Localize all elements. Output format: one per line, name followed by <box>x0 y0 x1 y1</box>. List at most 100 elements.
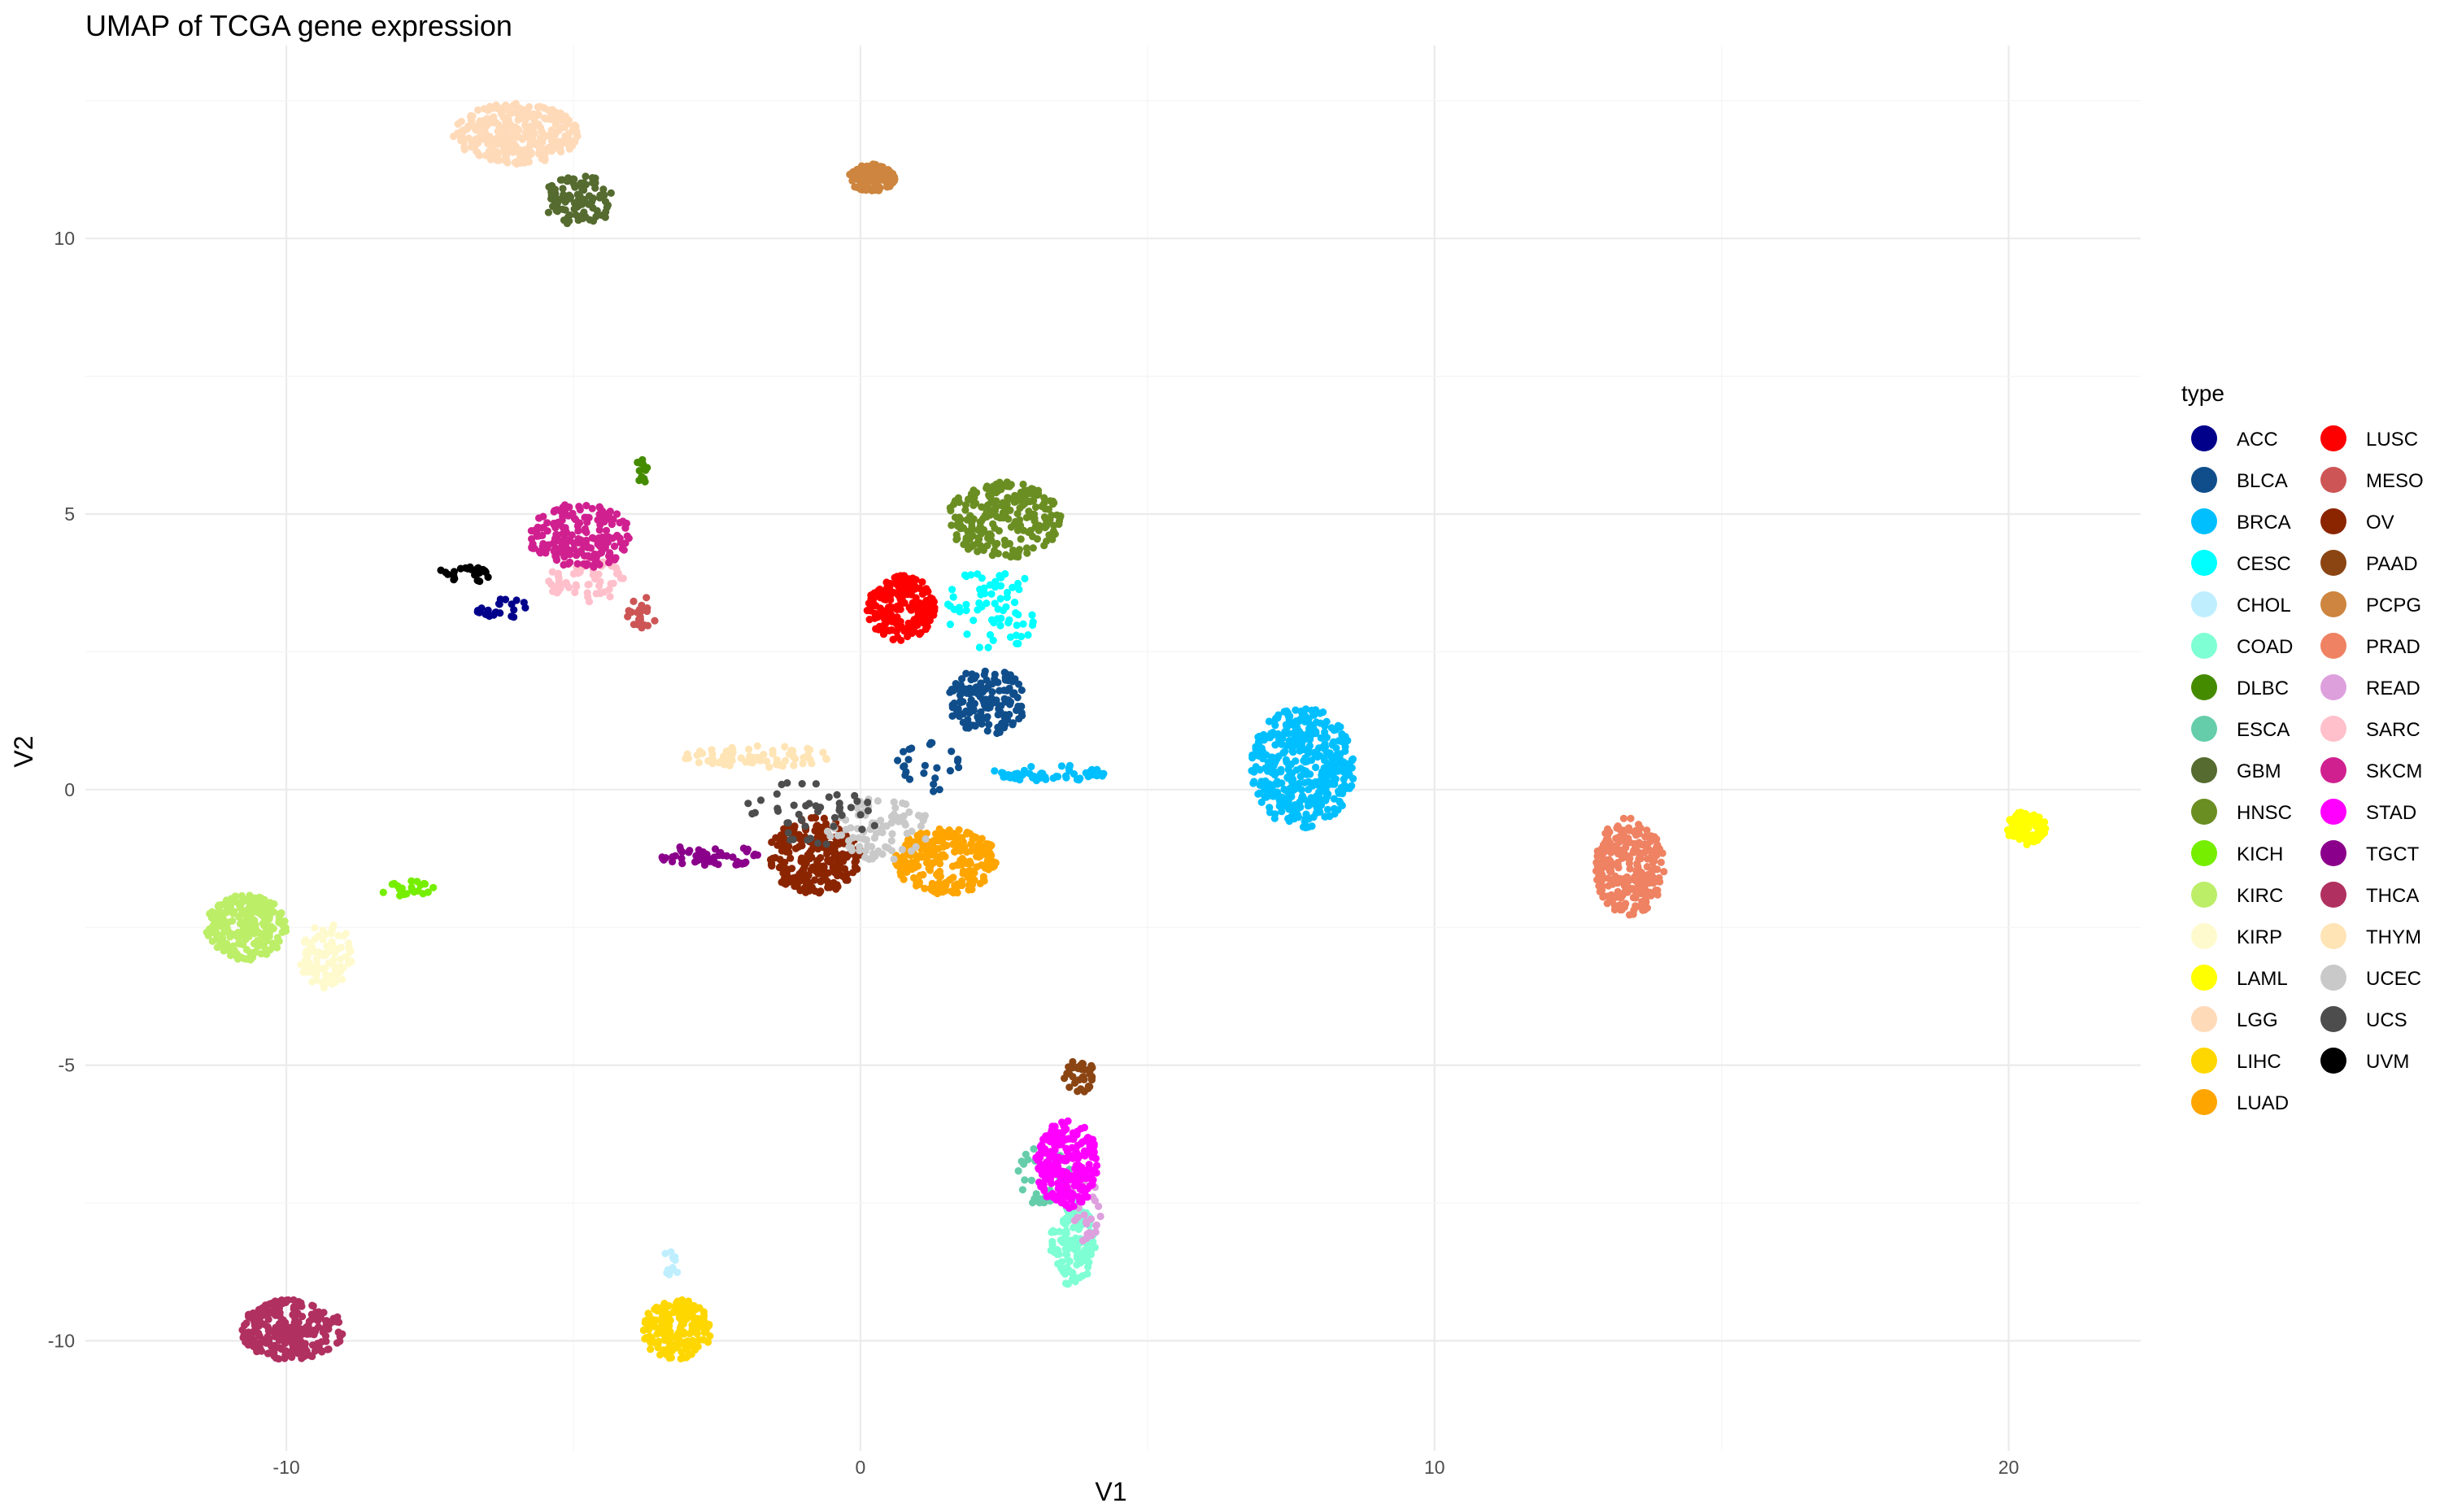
point-brca <box>1283 773 1292 782</box>
series-dlbc <box>634 455 651 486</box>
point-ov <box>851 863 860 871</box>
point-luad <box>908 863 917 871</box>
point-esca <box>1024 1156 1032 1164</box>
point-prad <box>1654 843 1662 852</box>
point-kirc <box>229 897 237 905</box>
point-hnsc <box>1000 514 1008 522</box>
point-luad <box>903 868 911 876</box>
point-cesc <box>969 617 978 625</box>
point-brca <box>1000 773 1008 782</box>
point-ov <box>797 868 805 876</box>
point-acc <box>484 606 492 615</box>
point-ov <box>791 882 799 891</box>
point-pcpg <box>862 186 870 194</box>
point-hnsc <box>1052 511 1061 519</box>
point-prad <box>1616 833 1624 842</box>
point-prad <box>1622 900 1630 908</box>
point-brca <box>1309 795 1318 804</box>
point-brca <box>1062 773 1070 782</box>
point-sarc <box>612 564 620 572</box>
point-ov <box>779 869 787 877</box>
point-kirp <box>302 963 310 971</box>
point-meso <box>630 597 638 606</box>
point-kirc <box>260 908 268 916</box>
point-prad <box>1645 888 1654 896</box>
point-thym <box>760 751 768 759</box>
point-kich <box>400 891 408 899</box>
point-brca <box>1305 778 1313 787</box>
point-blca <box>994 678 1002 686</box>
point-thym <box>717 757 725 765</box>
legend-item-kirp: KIRP <box>2191 923 2282 949</box>
point-kirp <box>322 971 330 979</box>
point-ucs <box>790 801 798 809</box>
point-hnsc <box>1026 529 1034 537</box>
legend-label-ucec: UCEC <box>2366 968 2421 990</box>
point-prad <box>1624 834 1632 843</box>
point-hnsc <box>1027 497 1035 505</box>
point-ucec <box>891 804 900 812</box>
point-lihc <box>671 1342 679 1350</box>
legend-key-blca <box>2191 467 2217 493</box>
point-blca <box>1009 719 1017 727</box>
legend: type ACCBLCABRCACESCCHOLCOADDLBCESCAGBMH… <box>2181 381 2424 1115</box>
legend-label-esca: ESCA <box>2237 719 2290 741</box>
point-gbm <box>602 207 610 216</box>
point-ucec <box>874 797 882 805</box>
y-tick-label: 5 <box>64 503 75 525</box>
point-prad <box>1596 872 1604 881</box>
point-acc <box>510 606 518 614</box>
point-thym <box>790 761 798 769</box>
point-stad <box>1081 1152 1089 1160</box>
point-thym <box>728 746 737 754</box>
point-cesc <box>996 595 1004 603</box>
point-skcm <box>560 560 568 569</box>
point-brca <box>1305 742 1314 750</box>
legend-label-kirp: KIRP <box>2237 926 2282 948</box>
point-lusc <box>875 622 884 630</box>
point-kirc <box>250 939 258 948</box>
point-brca <box>1305 814 1314 823</box>
point-skcm <box>596 521 604 529</box>
point-lusc <box>880 595 888 603</box>
point-cesc <box>948 586 956 594</box>
point-kirc <box>245 905 253 913</box>
point-ucs <box>802 802 810 810</box>
point-skcm <box>533 532 542 540</box>
point-kirp <box>315 932 323 940</box>
legend-item-lihc: LIHC <box>2191 1048 2281 1074</box>
point-blca <box>930 780 938 788</box>
point-brca <box>1341 743 1349 751</box>
point-ucs <box>858 826 866 834</box>
point-brca <box>1291 801 1299 809</box>
point-lihc <box>683 1352 692 1360</box>
point-gbm <box>579 215 587 223</box>
point-prad <box>1660 868 1668 876</box>
point-brca <box>1342 765 1350 774</box>
point-ucs <box>870 821 878 830</box>
point-hnsc <box>998 502 1006 510</box>
legend-label-sarc: SARC <box>2366 719 2420 741</box>
point-lgg <box>473 126 481 134</box>
point-kirc <box>268 939 277 948</box>
legend-item-pcpg: PCPG <box>2320 591 2421 617</box>
legend-item-ucs: UCS <box>2320 1006 2407 1032</box>
point-coad <box>1062 1230 1070 1238</box>
point-cesc <box>1009 583 1017 591</box>
point-lusc <box>920 603 929 611</box>
point-thca <box>264 1322 272 1331</box>
point-blca <box>954 756 962 764</box>
point-pcpg <box>887 168 895 176</box>
point-cesc <box>996 582 1005 590</box>
point-luad <box>935 844 943 852</box>
point-lihc <box>699 1336 708 1344</box>
point-hnsc <box>983 542 991 550</box>
point-kirc <box>260 895 268 904</box>
legend-item-luad: LUAD <box>2191 1089 2289 1115</box>
chart-title: UMAP of TCGA gene expression <box>85 9 512 42</box>
point-luad <box>897 863 905 871</box>
point-brca <box>1297 786 1305 794</box>
point-ucs <box>784 829 792 837</box>
point-cesc <box>1003 593 1011 602</box>
point-cesc <box>1013 621 1021 630</box>
